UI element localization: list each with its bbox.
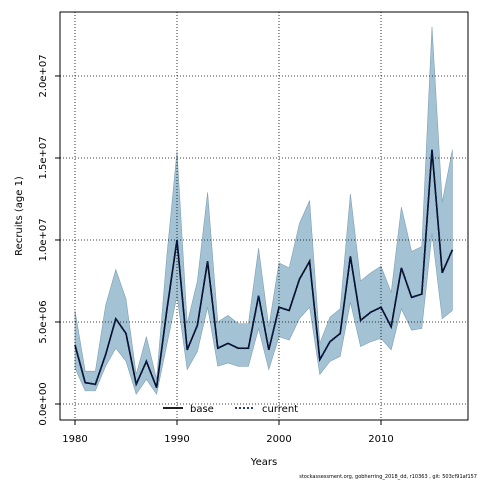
y-tick-label: 2.0e+07 bbox=[38, 54, 49, 97]
y-tick-label: 0.0e+00 bbox=[38, 382, 49, 425]
y-tick-label: 1.0e+07 bbox=[38, 218, 49, 261]
y-axis-label: Recruits (age 1) bbox=[14, 176, 25, 256]
x-axis-label: Years bbox=[250, 457, 277, 468]
legend-label: base bbox=[190, 404, 214, 415]
plot-frame bbox=[59, 11, 469, 421]
x-tick-label: 1980 bbox=[62, 434, 87, 445]
x-tick-label: 2000 bbox=[266, 434, 291, 445]
legend-label: current bbox=[262, 404, 298, 415]
x-tick-label: 2010 bbox=[368, 434, 393, 445]
confidence-band bbox=[74, 26, 453, 395]
y-tick-label: 1.5e+07 bbox=[38, 136, 49, 179]
x-tick-label: 1990 bbox=[164, 434, 189, 445]
line-series bbox=[74, 149, 454, 388]
footnote: stockassessment.org, gobherring_2018_dd,… bbox=[299, 474, 477, 480]
y-tick-label: 5.0e+06 bbox=[38, 300, 49, 343]
